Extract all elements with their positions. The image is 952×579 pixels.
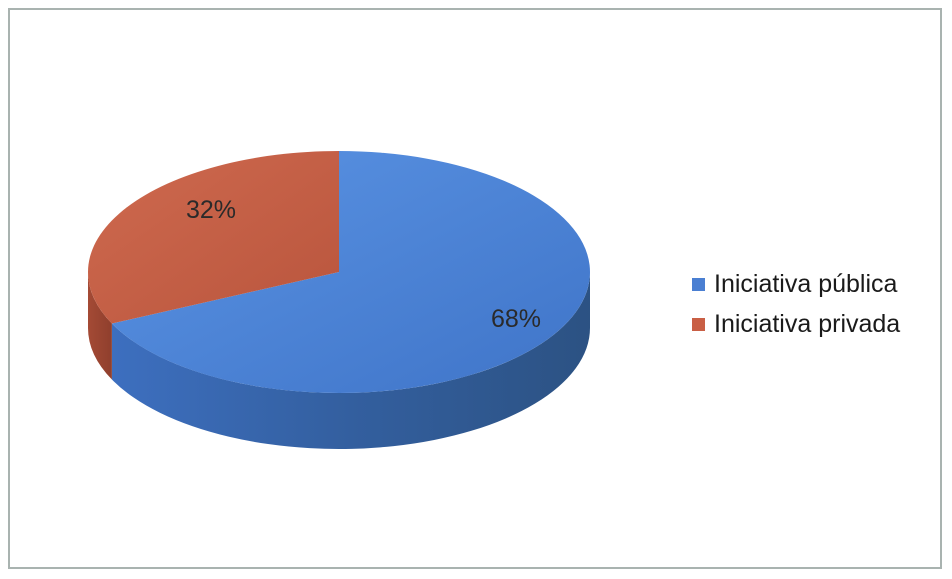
legend-label-publica: Iniciativa pública xyxy=(714,269,898,298)
legend-item-privada: Iniciativa privada xyxy=(692,304,900,344)
legend-item-publica: Iniciativa pública xyxy=(692,264,900,304)
legend-swatch-publica xyxy=(692,277,705,291)
data-label-publica: 68% xyxy=(491,305,541,333)
pie-side-privada xyxy=(88,272,112,380)
data-label-privada: 32% xyxy=(186,196,236,224)
legend: Iniciativa pública Iniciativa privada xyxy=(692,264,900,344)
pie-side-publica xyxy=(111,272,590,449)
pie-slice-publica xyxy=(111,151,591,394)
chart-frame: 68% 32% Iniciativa pública Iniciativa pri… xyxy=(8,8,942,569)
pie-slice-privada xyxy=(88,151,339,324)
legend-swatch-privada xyxy=(692,317,705,331)
legend-label-privada: Iniciativa privada xyxy=(714,309,901,338)
pie-chart: 68% 32% xyxy=(88,151,591,449)
